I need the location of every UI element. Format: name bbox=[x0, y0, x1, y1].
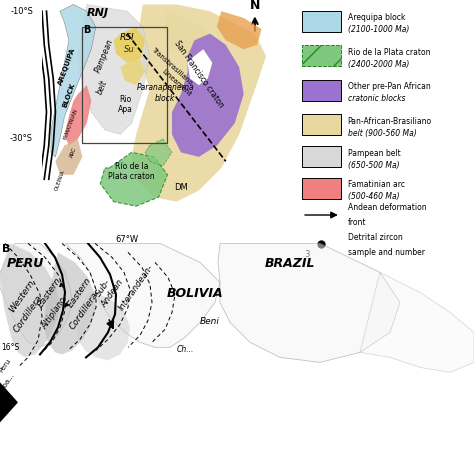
Text: Pampean belt: Pampean belt bbox=[348, 149, 401, 158]
Polygon shape bbox=[217, 11, 262, 49]
Text: Paranapanema
block: Paranapanema block bbox=[137, 83, 194, 103]
Polygon shape bbox=[100, 152, 167, 206]
Text: ARC: ARC bbox=[69, 146, 78, 158]
Text: Sub-
Andean: Sub- Andean bbox=[91, 272, 125, 310]
Text: Transbrasiliano: Transbrasiliano bbox=[150, 46, 193, 86]
Text: Arequipa block: Arequipa block bbox=[348, 13, 405, 22]
Text: Río de la
Plata craton: Río de la Plata craton bbox=[109, 162, 155, 181]
Bar bbox=[82, 27, 167, 144]
Polygon shape bbox=[0, 383, 18, 422]
Text: PERU: PERU bbox=[6, 257, 44, 270]
Text: Cordillera: Cordillera bbox=[68, 291, 100, 331]
Text: Eastern: Eastern bbox=[66, 276, 93, 310]
Polygon shape bbox=[132, 4, 266, 201]
Text: San Francisco craton: San Francisco craton bbox=[173, 39, 226, 109]
Text: (650-500 Ma): (650-500 Ma) bbox=[348, 161, 400, 170]
Text: RNJ: RNJ bbox=[87, 8, 109, 18]
Text: Eastern: Eastern bbox=[36, 276, 64, 310]
Text: (500-460 Ma): (500-460 Ma) bbox=[348, 192, 400, 201]
Text: FAMATINIAN: FAMATINIAN bbox=[63, 107, 79, 140]
Text: -30°S: -30°S bbox=[10, 135, 33, 144]
Text: Su: Su bbox=[124, 45, 135, 54]
Polygon shape bbox=[120, 56, 145, 85]
Text: B: B bbox=[2, 245, 10, 255]
Polygon shape bbox=[172, 34, 244, 157]
Text: Detrital zircon: Detrital zircon bbox=[348, 233, 402, 242]
Bar bbox=[302, 45, 341, 66]
Text: Coa...: Coa... bbox=[0, 372, 16, 392]
Polygon shape bbox=[0, 243, 60, 357]
Text: Altiplano: Altiplano bbox=[40, 296, 68, 331]
Polygon shape bbox=[114, 27, 145, 63]
Polygon shape bbox=[360, 273, 474, 373]
Text: Peru: Peru bbox=[0, 357, 12, 374]
Text: AREQUIPA: AREQUIPA bbox=[57, 47, 76, 86]
Bar bbox=[302, 114, 341, 136]
Text: 67°W: 67°W bbox=[116, 235, 139, 244]
Text: Beni: Beni bbox=[200, 318, 220, 327]
Text: Famatinian arc: Famatinian arc bbox=[348, 181, 405, 190]
Polygon shape bbox=[44, 252, 95, 355]
Text: Rio
Apa: Rio Apa bbox=[118, 95, 132, 114]
Text: sample and number: sample and number bbox=[348, 248, 425, 256]
Bar bbox=[302, 10, 341, 32]
Polygon shape bbox=[165, 11, 210, 56]
Text: BRAZIL: BRAZIL bbox=[265, 257, 315, 270]
Text: Pan-African-Brasiliano: Pan-African-Brasiliano bbox=[348, 117, 432, 126]
Polygon shape bbox=[188, 49, 212, 85]
Text: DM: DM bbox=[174, 183, 188, 192]
Text: Lineament: Lineament bbox=[161, 68, 192, 97]
Bar bbox=[302, 178, 341, 199]
Text: front: front bbox=[348, 219, 366, 228]
Text: Western: Western bbox=[8, 278, 36, 314]
Polygon shape bbox=[76, 292, 130, 360]
Polygon shape bbox=[145, 139, 172, 166]
Polygon shape bbox=[78, 4, 150, 135]
Polygon shape bbox=[218, 243, 400, 362]
Text: Pampean: Pampean bbox=[94, 37, 116, 73]
Polygon shape bbox=[65, 243, 220, 347]
Text: Ch...: Ch... bbox=[176, 346, 194, 355]
Text: 16°S: 16°S bbox=[1, 343, 19, 352]
Text: N: N bbox=[250, 0, 260, 12]
Text: Rio de la Plata craton: Rio de la Plata craton bbox=[348, 48, 430, 57]
Text: OLEINIA: OLEINIA bbox=[54, 169, 66, 191]
Bar bbox=[302, 146, 341, 167]
Polygon shape bbox=[0, 243, 72, 347]
Polygon shape bbox=[64, 85, 91, 146]
Text: Andean deformation: Andean deformation bbox=[348, 202, 426, 211]
Text: Other pre-Pan African: Other pre-Pan African bbox=[348, 82, 430, 91]
Text: belt: belt bbox=[96, 79, 109, 96]
Text: (2400-2000 Ma): (2400-2000 Ma) bbox=[348, 60, 409, 69]
Text: cratonic blocks: cratonic blocks bbox=[348, 94, 405, 103]
Text: B: B bbox=[83, 25, 91, 35]
Text: BLOCK: BLOCK bbox=[62, 82, 76, 109]
Text: 3: 3 bbox=[305, 250, 310, 259]
Bar bbox=[302, 80, 341, 101]
Polygon shape bbox=[55, 139, 82, 175]
Text: (2100-1000 Ma): (2100-1000 Ma) bbox=[348, 25, 409, 34]
Polygon shape bbox=[51, 4, 96, 157]
Text: belt (900-560 Ma): belt (900-560 Ma) bbox=[348, 129, 417, 138]
Text: Cordillera: Cordillera bbox=[12, 293, 44, 334]
Text: BOLIVIA: BOLIVIA bbox=[167, 287, 223, 301]
Bar bbox=[302, 45, 341, 66]
Text: RSI: RSI bbox=[120, 33, 135, 42]
Text: -10°S: -10°S bbox=[10, 7, 33, 16]
Text: Interandean-: Interandean- bbox=[117, 263, 155, 312]
